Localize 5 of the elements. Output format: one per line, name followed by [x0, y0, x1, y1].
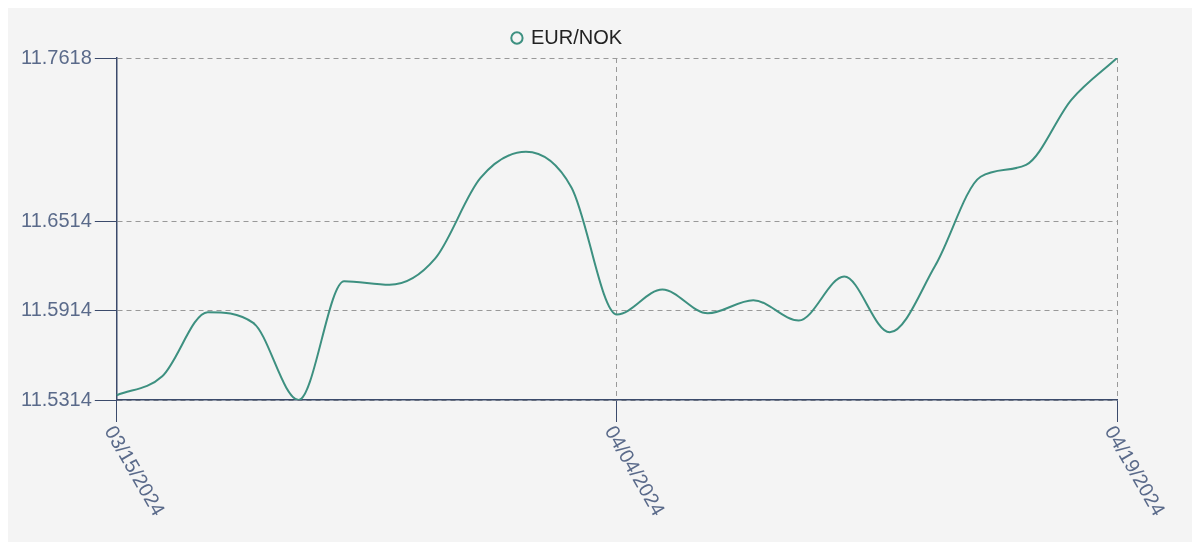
y-tick-label: 11.5914	[21, 298, 92, 321]
y-tick-label: 11.6514	[21, 209, 92, 232]
y-tick-label: 11.5314	[21, 387, 92, 410]
y-tick-label: 11.7618	[21, 45, 92, 68]
legend-label: EUR/NOK	[530, 25, 623, 48]
